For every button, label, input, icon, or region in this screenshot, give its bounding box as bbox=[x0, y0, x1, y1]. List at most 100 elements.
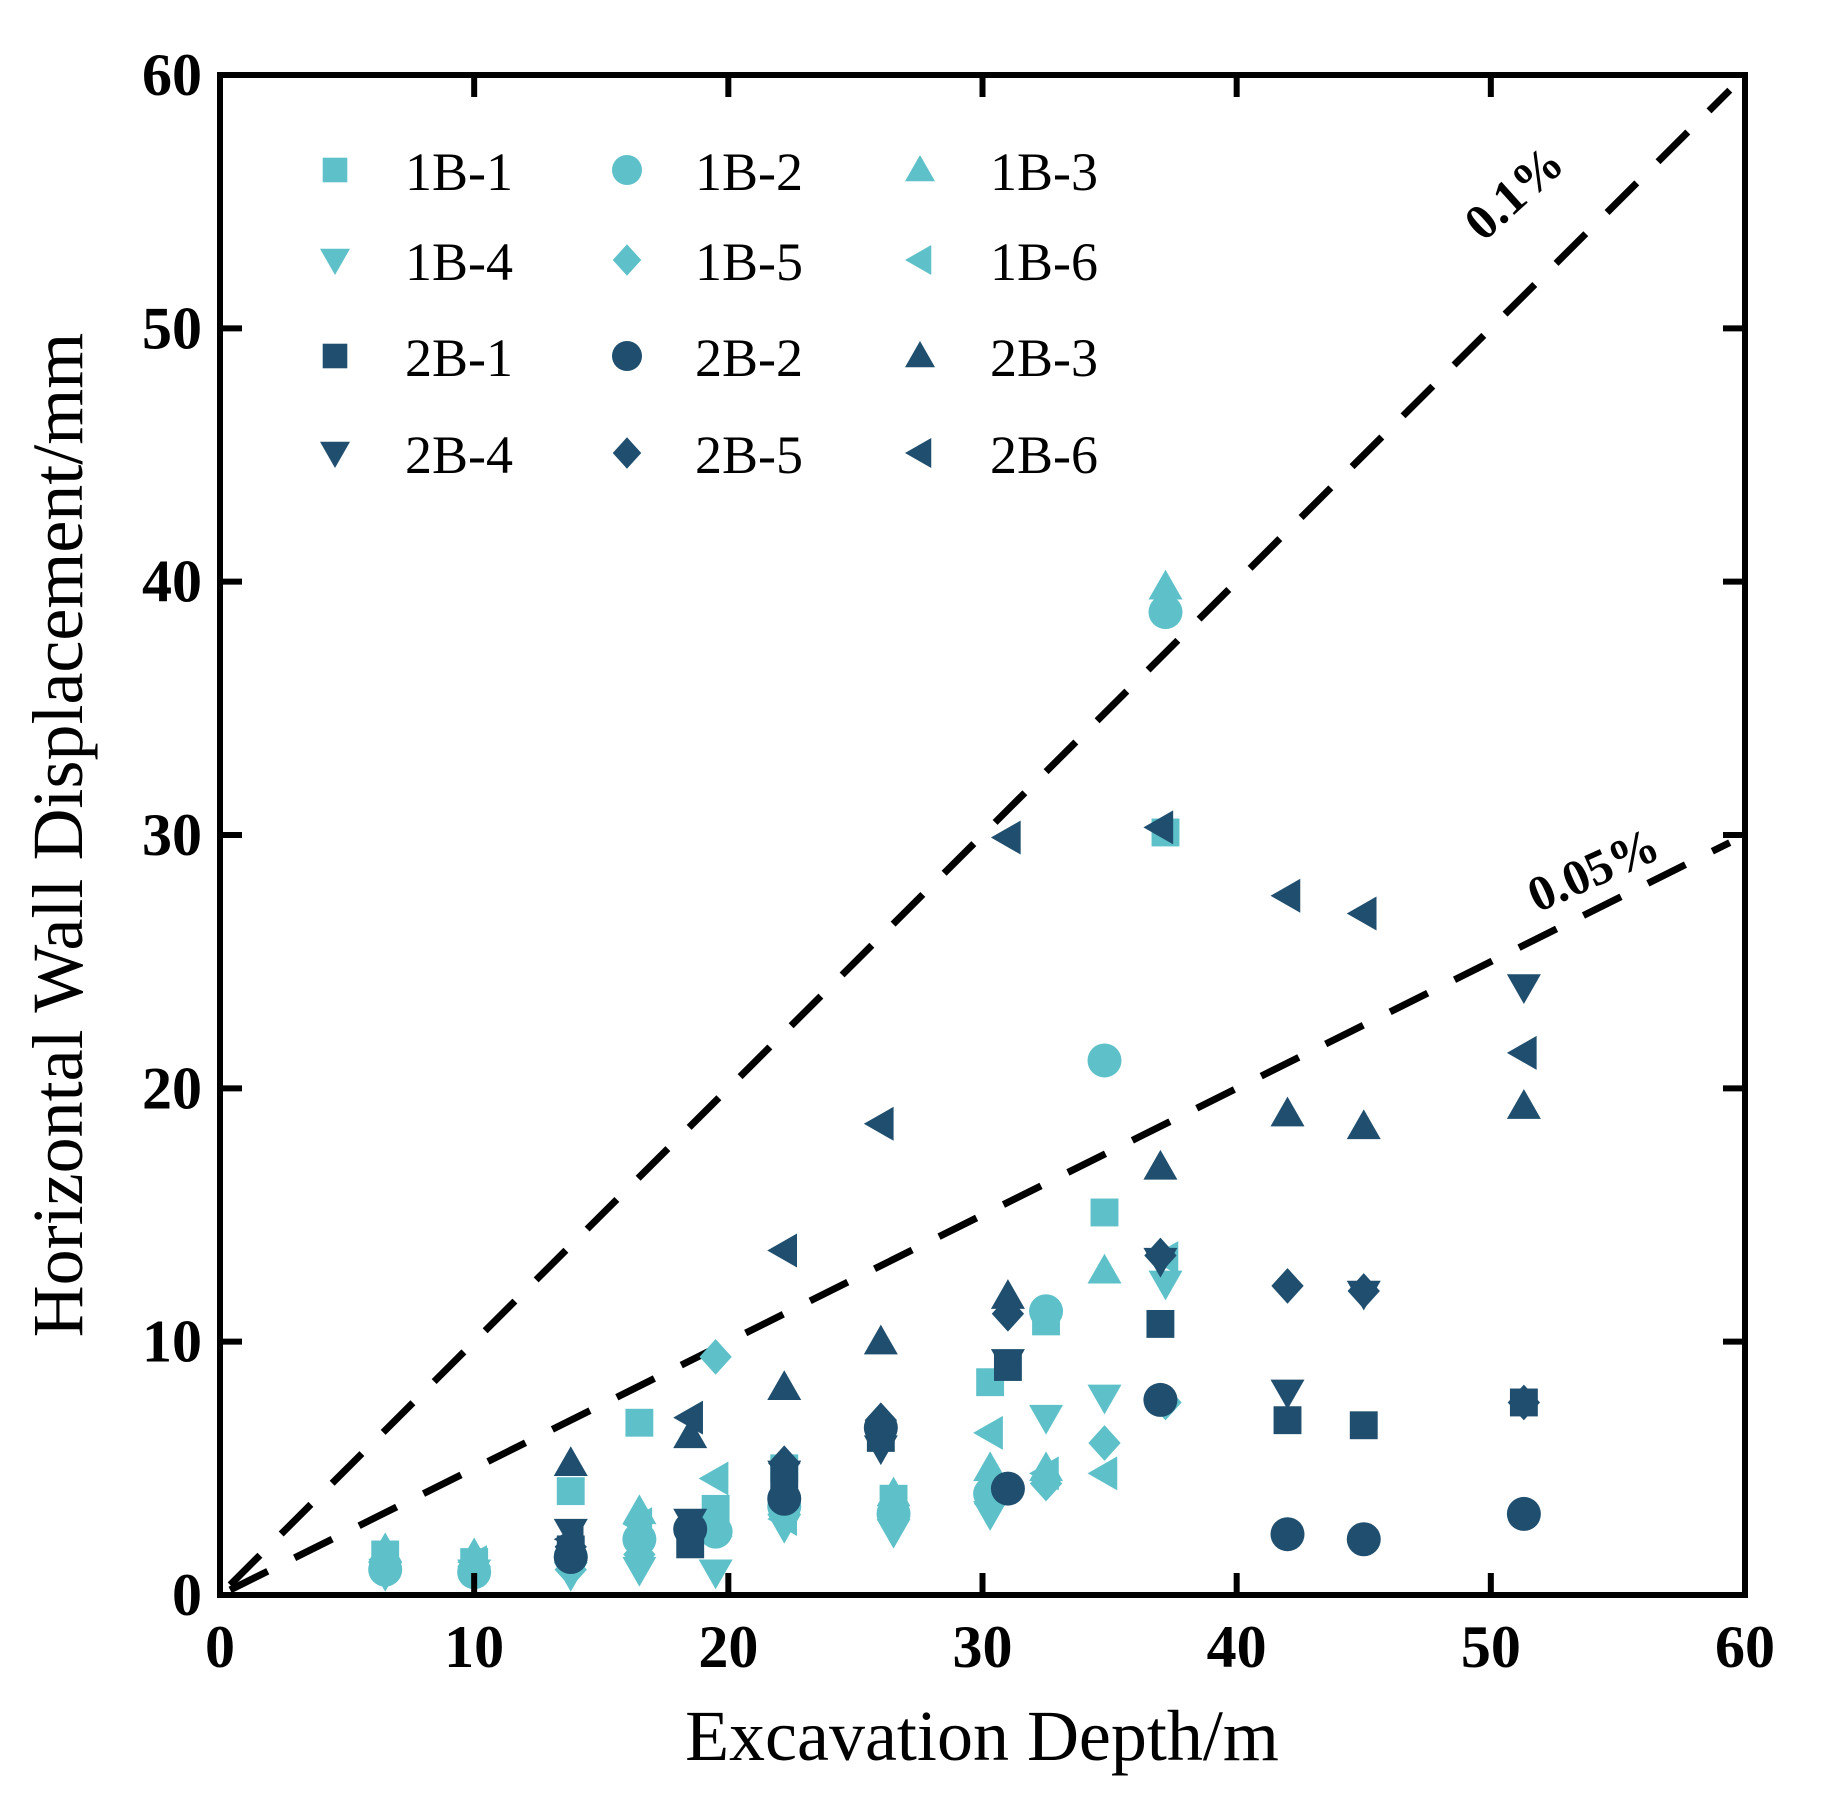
y-tick-label: 10 bbox=[142, 1309, 202, 1375]
legend-marker bbox=[612, 437, 642, 469]
legend-label: 1B-6 bbox=[990, 232, 1098, 292]
y-axis-title: Horizontal Wall Displacement/mm bbox=[18, 333, 98, 1338]
data-point bbox=[1144, 1237, 1177, 1274]
x-tick-label: 10 bbox=[444, 1614, 504, 1680]
data-point bbox=[863, 1435, 898, 1466]
data-point bbox=[1143, 810, 1174, 845]
reference-lines: 0.1%0.05% bbox=[227, 87, 1733, 1594]
data-point bbox=[368, 1542, 398, 1577]
y-tick-label: 50 bbox=[142, 295, 202, 361]
data-point bbox=[973, 1415, 1003, 1450]
data-point bbox=[768, 1445, 801, 1482]
data-point bbox=[1271, 1268, 1304, 1304]
reference-line-2 bbox=[228, 839, 1732, 1594]
y-tick-label: 40 bbox=[142, 549, 202, 615]
data-point bbox=[1029, 1456, 1059, 1491]
data-point bbox=[1506, 974, 1541, 1004]
legend-item-1B-2: 1B-2 bbox=[612, 142, 803, 202]
y-tick-label: 30 bbox=[142, 802, 202, 868]
data-point bbox=[1346, 1522, 1381, 1557]
data-point bbox=[553, 1522, 584, 1557]
legend-item-2B-4: 2B-4 bbox=[320, 425, 513, 485]
x-tick-label: 30 bbox=[953, 1614, 1013, 1680]
legend-item-2B-1: 2B-1 bbox=[322, 328, 513, 388]
x-axis-title: Excavation Depth/m bbox=[685, 1696, 1279, 1776]
data-point bbox=[623, 1536, 656, 1573]
legend-item-2B-6: 2B-6 bbox=[905, 425, 1098, 485]
series-1B-3 bbox=[368, 569, 1183, 1568]
data-point bbox=[673, 1400, 703, 1435]
axis-ticks: 0 10 20 30 40 50 60 0 10 20 30 40 50 60 bbox=[142, 42, 1775, 1680]
legend-item-1B-1: 1B-1 bbox=[322, 142, 513, 202]
data-point bbox=[673, 1418, 708, 1449]
legend-marker bbox=[322, 343, 348, 369]
data-point bbox=[1270, 1379, 1305, 1410]
data-point bbox=[1087, 1384, 1122, 1415]
data-point bbox=[990, 820, 1021, 855]
data-point bbox=[1143, 1382, 1178, 1417]
data-point bbox=[556, 1477, 585, 1506]
data-point bbox=[1270, 878, 1301, 913]
legend-item-2B-3: 2B-3 bbox=[905, 328, 1098, 388]
data-point bbox=[698, 1559, 733, 1590]
legend-label: 2B-3 bbox=[990, 328, 1098, 388]
legend-marker bbox=[322, 157, 348, 183]
data-point bbox=[1346, 1109, 1381, 1140]
data-point bbox=[864, 1402, 897, 1439]
legend-item-1B-3: 1B-3 bbox=[905, 142, 1098, 202]
reference-line-1 bbox=[227, 87, 1733, 1588]
data-point bbox=[990, 1471, 1025, 1506]
data-point bbox=[1349, 1411, 1378, 1440]
legend-label: 1B-5 bbox=[695, 232, 803, 292]
legend-label: 2B-5 bbox=[695, 425, 803, 485]
data-point bbox=[767, 1233, 797, 1268]
legend-marker bbox=[905, 438, 932, 468]
legend-item-1B-6: 1B-6 bbox=[905, 232, 1098, 292]
data-point bbox=[863, 1106, 894, 1141]
legend-marker bbox=[612, 155, 642, 185]
legend-marker bbox=[612, 244, 642, 276]
data-point bbox=[1506, 1089, 1541, 1119]
y-tick-label: 60 bbox=[142, 42, 202, 108]
data-point bbox=[1347, 1273, 1380, 1309]
legend-marker bbox=[905, 245, 932, 275]
legend-label: 1B-1 bbox=[405, 142, 513, 202]
data-point bbox=[1087, 1043, 1122, 1078]
legend-label: 2B-2 bbox=[695, 328, 803, 388]
data-point bbox=[767, 1481, 802, 1516]
series-1B-2 bbox=[368, 595, 1183, 1590]
x-tick-label: 60 bbox=[1715, 1614, 1775, 1680]
data-point bbox=[1270, 1096, 1305, 1127]
data-point bbox=[1346, 896, 1377, 931]
legend-item-1B-4: 1B-4 bbox=[320, 232, 513, 292]
data-point bbox=[1507, 1384, 1541, 1421]
data-point bbox=[698, 1461, 729, 1496]
legend-item-2B-5: 2B-5 bbox=[612, 425, 803, 485]
data-point bbox=[457, 1545, 487, 1580]
data-point bbox=[1273, 1406, 1302, 1435]
legend-marker bbox=[612, 341, 642, 371]
data-points bbox=[368, 569, 1541, 1592]
data-point bbox=[877, 1501, 910, 1537]
legend-marker bbox=[905, 341, 935, 368]
data-point bbox=[1029, 1294, 1064, 1329]
legend-marker bbox=[905, 155, 935, 182]
data-point bbox=[1506, 1035, 1537, 1070]
data-point bbox=[1506, 1496, 1541, 1531]
data-point bbox=[1148, 1270, 1183, 1301]
data-point bbox=[553, 1446, 588, 1477]
series-2B-3 bbox=[553, 1089, 1541, 1477]
data-point bbox=[1088, 1425, 1121, 1461]
data-point bbox=[674, 1516, 707, 1553]
data-point bbox=[990, 1279, 1025, 1309]
data-point bbox=[1087, 1253, 1122, 1284]
data-point bbox=[1270, 1517, 1305, 1552]
series-2B-6 bbox=[553, 810, 1537, 1557]
data-point bbox=[1090, 1198, 1119, 1227]
legend-label: 2B-4 bbox=[405, 425, 513, 485]
data-point bbox=[1148, 569, 1183, 600]
data-point bbox=[990, 1349, 1025, 1379]
data-point bbox=[863, 1324, 898, 1355]
data-point bbox=[1148, 595, 1183, 630]
